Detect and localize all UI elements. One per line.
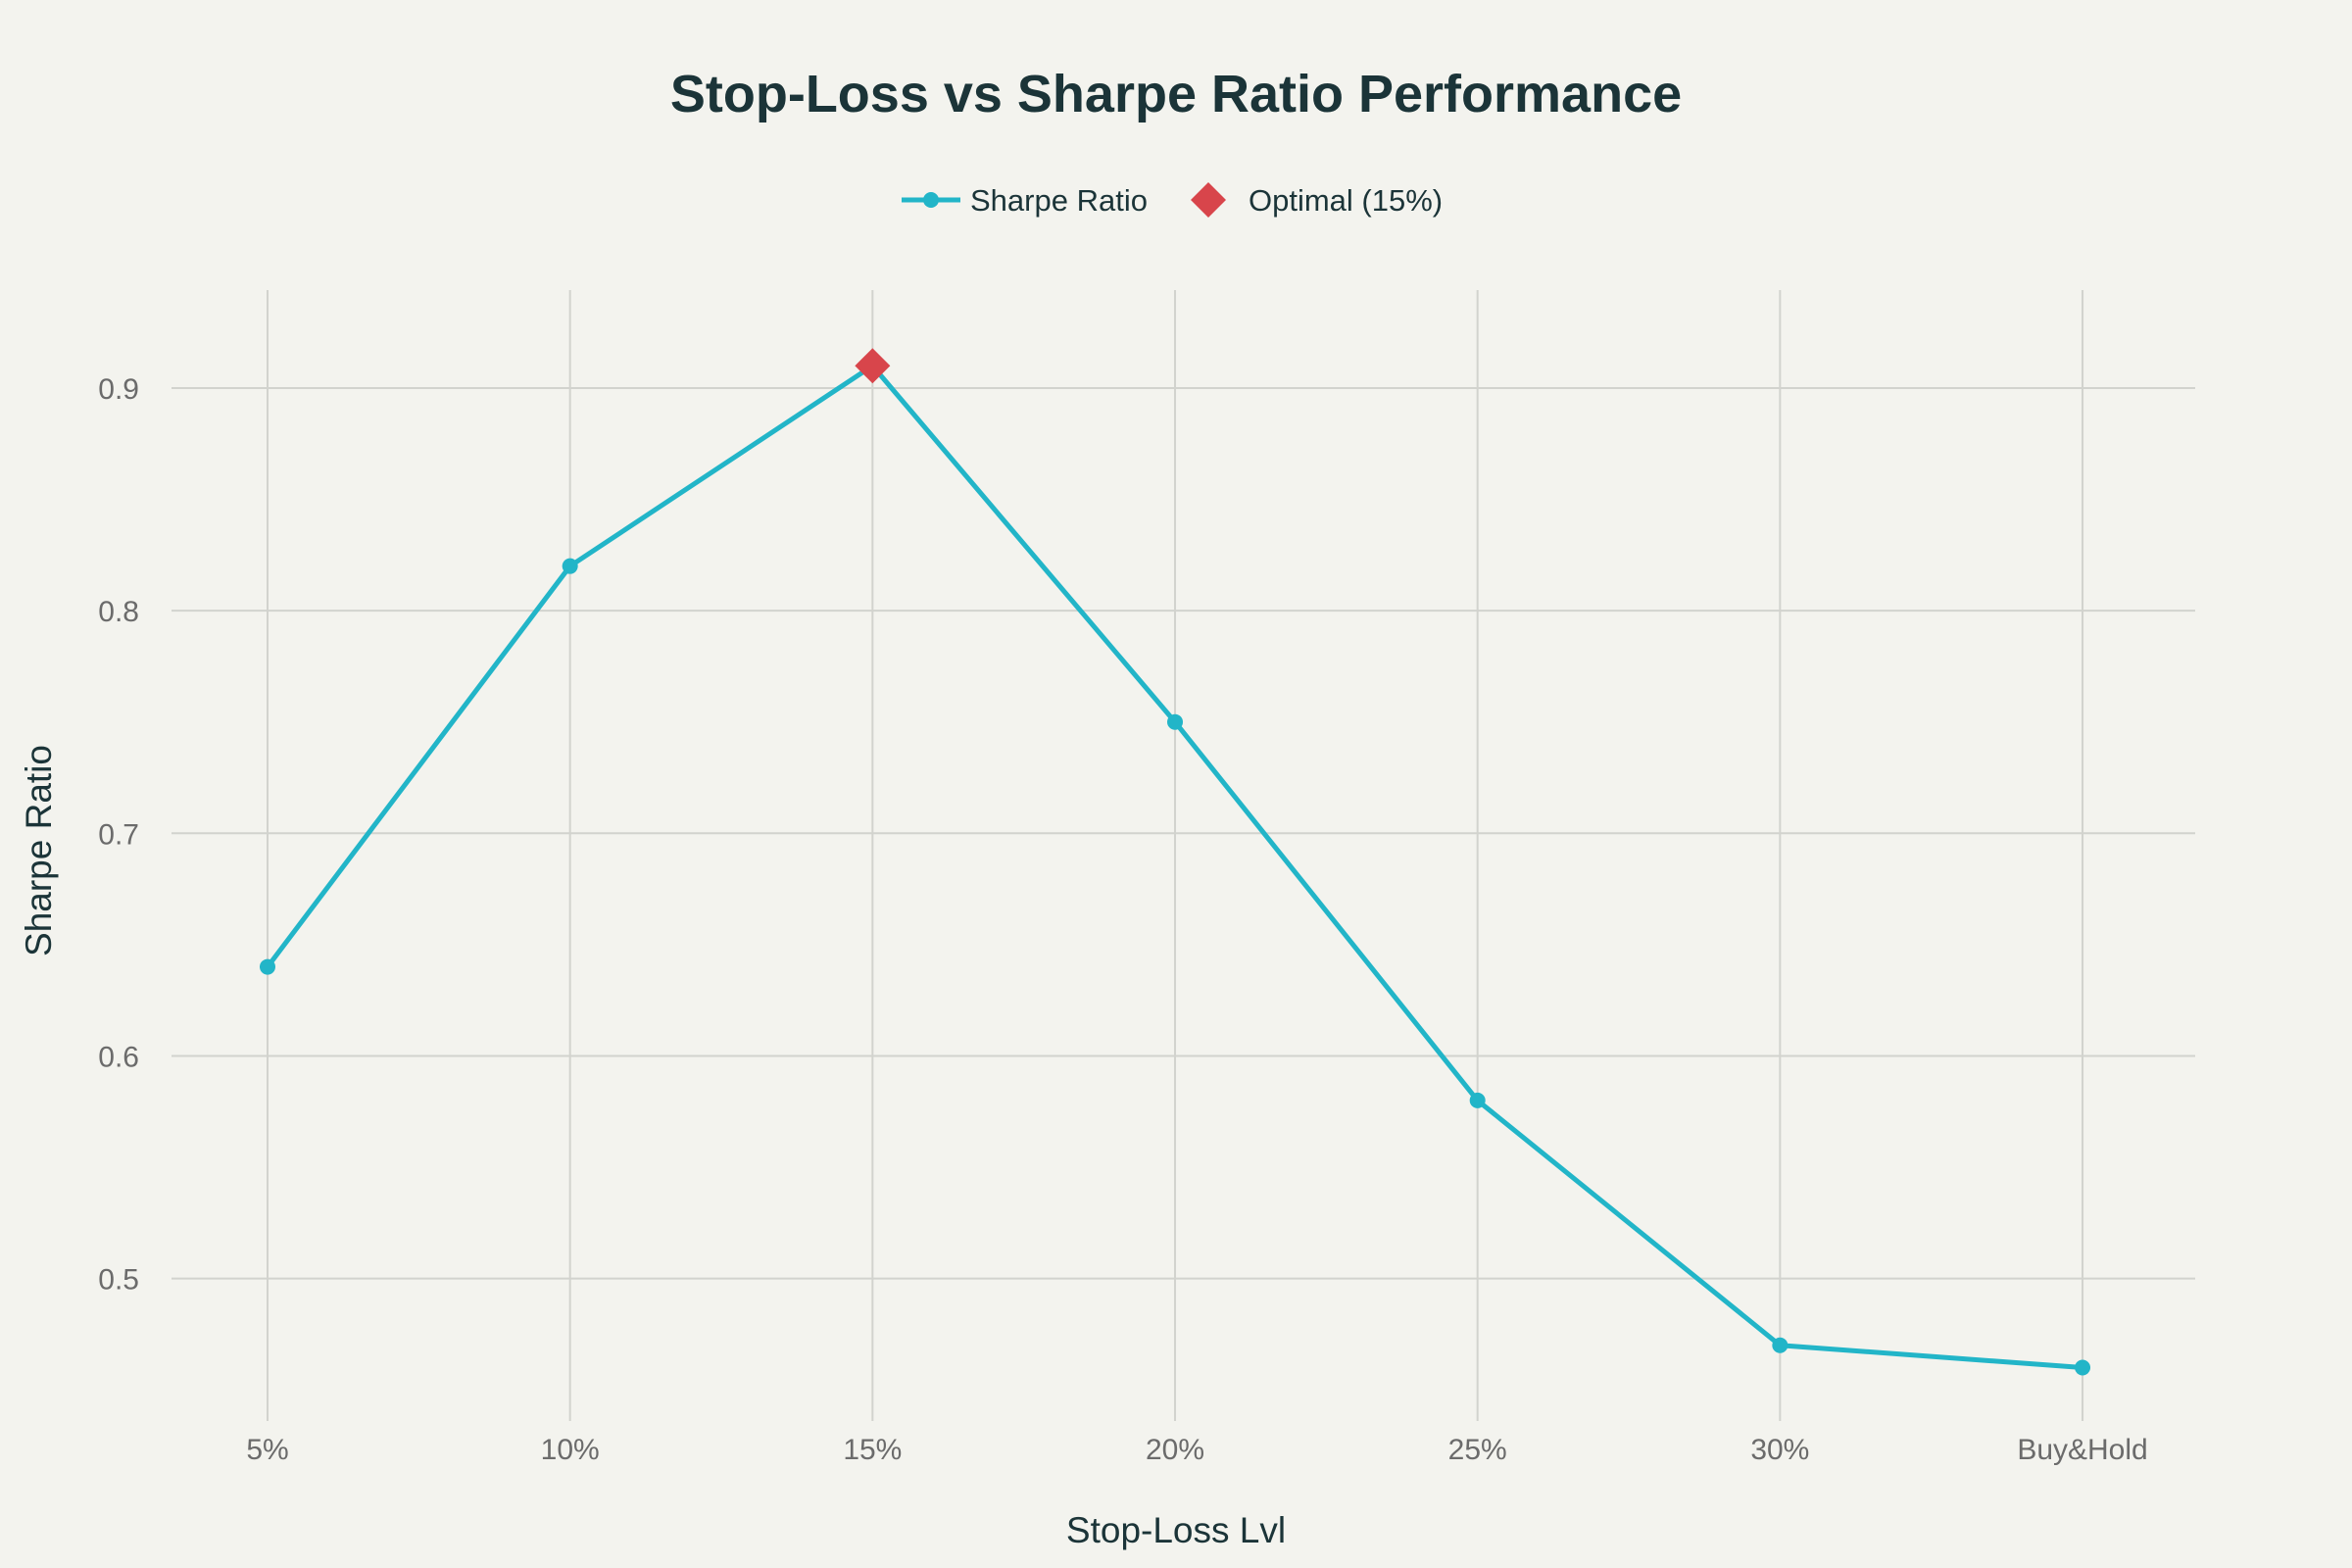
data-point[interactable]	[1469, 1092, 1486, 1108]
data-point[interactable]	[1772, 1337, 1788, 1353]
legend-label-sharpe-ratio: Sharpe Ratio	[970, 183, 1148, 218]
data-point[interactable]	[2075, 1359, 2091, 1376]
x-tick-label: 20%	[1146, 1434, 1204, 1466]
x-tick-label: 25%	[1448, 1434, 1507, 1466]
legend-dot-swatch	[923, 192, 939, 208]
x-tick-label: Buy&Hold	[2017, 1434, 2147, 1466]
y-tick-label: 0.6	[98, 1041, 139, 1073]
data-point[interactable]	[1167, 713, 1184, 730]
chart-legend: Sharpe Ratio Optimal (15%)	[902, 182, 1443, 218]
legend-item-sharpe-ratio[interactable]: Sharpe Ratio	[902, 183, 1148, 218]
optimal-diamond-marker[interactable]	[855, 348, 891, 384]
x-axis-title: Stop-Loss Lvl	[1066, 1510, 1286, 1550]
data-point[interactable]	[562, 558, 578, 574]
legend-label-optimal: Optimal (15%)	[1249, 183, 1443, 218]
chart-title: Stop-Loss vs Sharpe Ratio Performance	[670, 65, 1682, 123]
x-axis-tick-labels: 5% 10% 15% 20% 25% 30% Buy&Hold	[246, 1434, 2147, 1466]
y-tick-label: 0.5	[98, 1264, 139, 1297]
x-tick-label: 10%	[541, 1434, 600, 1466]
y-axis-tick-labels: 0.5 0.6 0.7 0.8 0.9	[98, 373, 139, 1297]
y-tick-label: 0.8	[98, 596, 139, 628]
x-gridlines	[267, 290, 2084, 1421]
y-axis-title: Sharpe Ratio	[19, 745, 59, 956]
data-point[interactable]	[260, 958, 275, 975]
x-tick-label: 15%	[843, 1434, 902, 1466]
legend-diamond-swatch	[1191, 182, 1226, 218]
y-tick-label: 0.9	[98, 373, 139, 406]
y-gridlines	[172, 386, 2195, 1280]
legend-item-optimal[interactable]: Optimal (15%)	[1191, 182, 1443, 218]
x-tick-label: 5%	[246, 1434, 288, 1466]
x-tick-label: 30%	[1750, 1434, 1809, 1466]
y-tick-label: 0.7	[98, 818, 139, 851]
